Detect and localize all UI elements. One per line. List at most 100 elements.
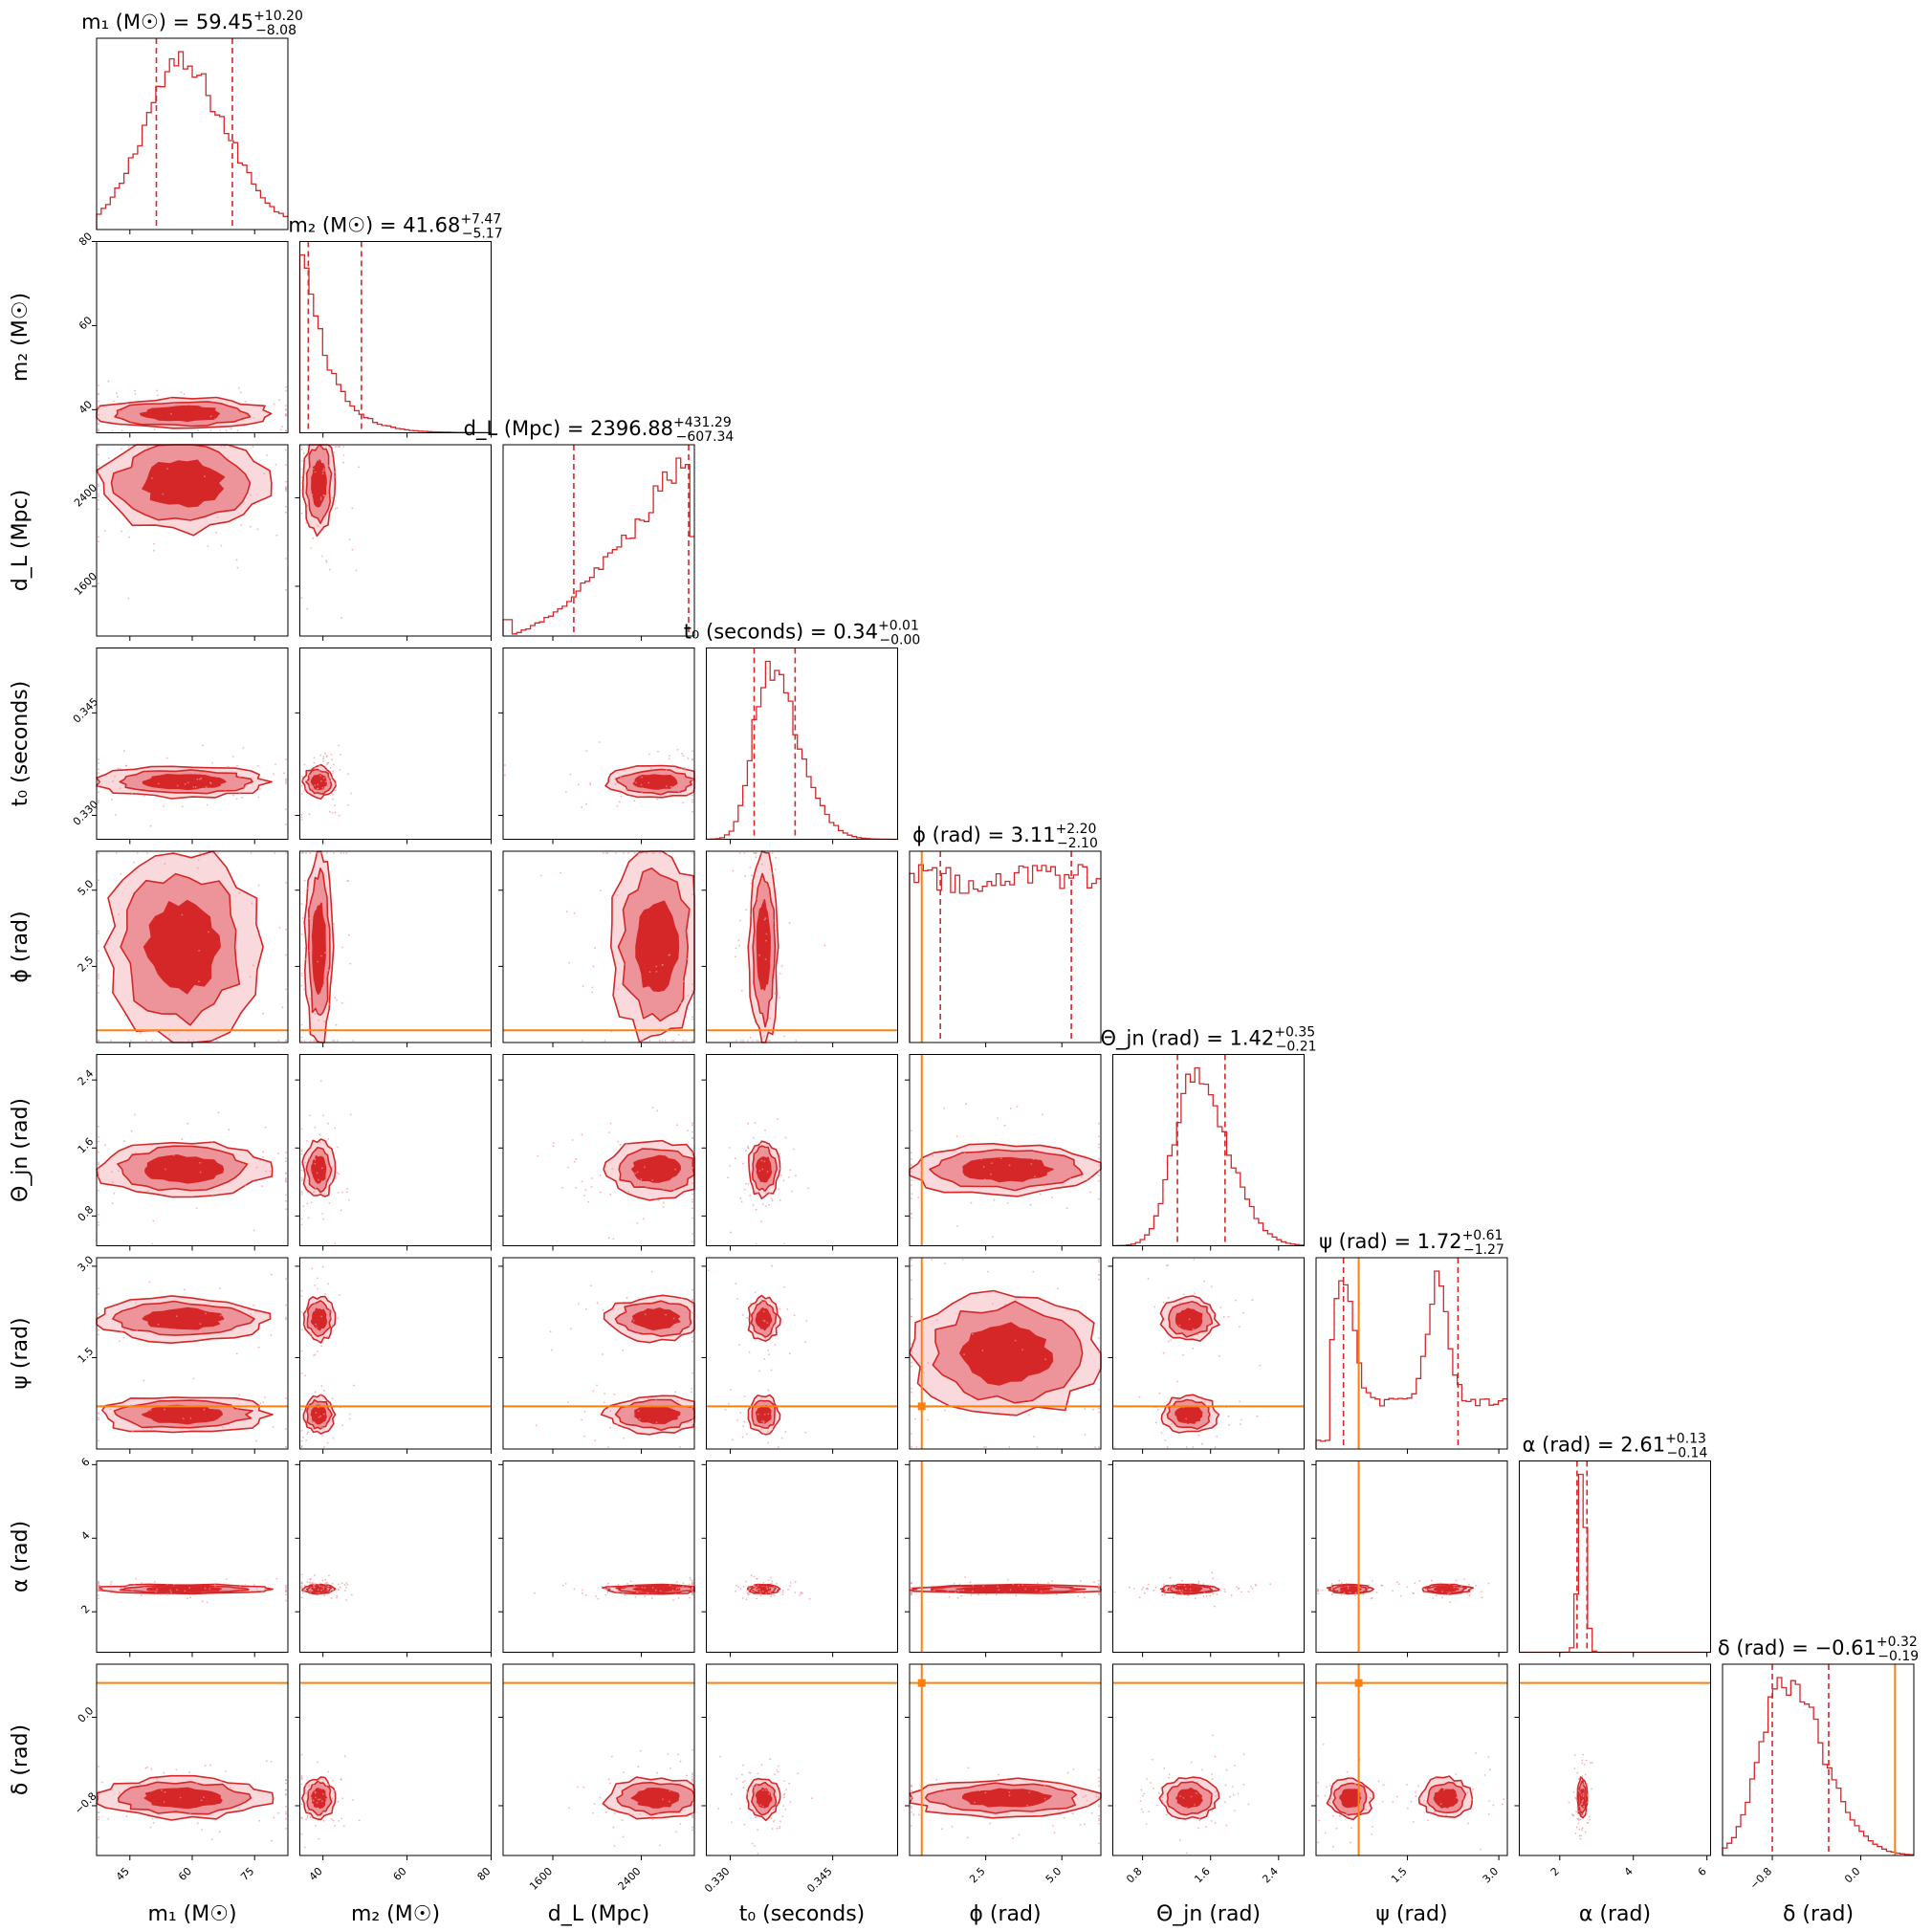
sample-point	[764, 1192, 767, 1195]
sample-point	[98, 1333, 99, 1336]
sample-point	[121, 530, 122, 533]
sample-point	[756, 1040, 757, 1042]
sample-point	[911, 1193, 913, 1195]
sample-point	[773, 1586, 776, 1588]
sample-point	[153, 1581, 156, 1583]
panel-frame	[299, 648, 492, 840]
sample-point	[306, 504, 309, 507]
sample-point	[1240, 1423, 1241, 1425]
sample-point	[285, 1428, 287, 1431]
panel-delta-vs-theta_jn	[1108, 1663, 1305, 1860]
sample-point	[1227, 1315, 1230, 1318]
sample-point	[1041, 1113, 1043, 1116]
sample-point	[659, 1590, 662, 1592]
sample-point	[300, 1777, 303, 1780]
sample-point	[672, 1040, 675, 1042]
sample-point	[692, 992, 693, 995]
sample-point	[326, 1335, 328, 1338]
sample-point	[663, 1201, 665, 1204]
sample-point	[308, 1581, 311, 1584]
sample-point	[651, 1107, 654, 1109]
sample-point	[616, 1423, 619, 1426]
hist-panel-dL: d_L (Mpc) = 2396.88+431.29 −607.34	[464, 415, 734, 641]
sample-point	[552, 1145, 555, 1148]
panel-background	[97, 1460, 288, 1653]
sample-point	[157, 394, 159, 397]
contour-level-3	[144, 1154, 225, 1184]
sample-point	[955, 1135, 958, 1137]
sample-point	[621, 1819, 624, 1822]
sample-point	[251, 902, 253, 905]
sample-point	[1347, 1815, 1349, 1818]
y-tick-label-m2: 80	[77, 230, 95, 248]
sample-point	[1572, 1790, 1575, 1793]
sample-point	[750, 1574, 753, 1577]
sample-point	[1574, 1833, 1577, 1834]
sample-point	[665, 785, 668, 787]
sample-point	[331, 1175, 334, 1177]
sample-point	[211, 852, 214, 854]
sample-point	[1350, 1827, 1352, 1830]
sample-point	[1370, 1797, 1372, 1800]
y-axis-label-psi: ψ (rad)	[9, 1317, 33, 1389]
sample-point	[309, 852, 312, 854]
sample-point	[300, 489, 303, 492]
sample-point	[344, 1590, 346, 1592]
sample-point	[991, 1162, 993, 1164]
sample-point	[782, 1179, 785, 1182]
sample-point	[98, 1590, 99, 1592]
sample-point	[750, 1771, 752, 1774]
sample-point	[1215, 1790, 1218, 1793]
sample-point	[1098, 1350, 1100, 1353]
sample-point	[732, 1438, 734, 1441]
sample-point	[308, 1590, 311, 1592]
sample-point	[323, 468, 325, 470]
title-err-plus: +10.20	[253, 9, 303, 24]
sample-point	[944, 1409, 946, 1412]
sample-point	[604, 1593, 607, 1596]
sample-point	[300, 819, 303, 821]
x-axis-label-m1: m₁ (M☉)	[147, 1902, 236, 1926]
sample-point	[1170, 1339, 1172, 1342]
sample-point	[1098, 1593, 1100, 1595]
sample-point	[1176, 1380, 1178, 1383]
sample-point	[582, 1040, 583, 1042]
sample-point	[1322, 1744, 1325, 1745]
sample-point	[746, 1592, 749, 1594]
sample-point	[205, 907, 208, 910]
sample-point	[761, 1805, 764, 1808]
sample-point	[800, 1592, 802, 1595]
sample-point	[264, 1170, 267, 1173]
sample-point	[755, 856, 757, 859]
sample-point	[692, 1773, 693, 1776]
sample-point	[1181, 1590, 1184, 1592]
sample-point	[743, 1395, 746, 1397]
sample-point	[285, 1160, 287, 1163]
sample-point	[322, 494, 325, 496]
sample-point	[1239, 1400, 1241, 1403]
sample-point	[1317, 1592, 1319, 1595]
sample-point	[681, 752, 684, 755]
sample-point	[314, 1791, 317, 1794]
sample-point	[768, 1203, 770, 1206]
sample-point	[691, 1388, 693, 1390]
sample-point	[312, 1427, 314, 1430]
sample-point	[1086, 1799, 1088, 1802]
sample-point	[967, 1767, 970, 1769]
sample-point	[1150, 1782, 1152, 1784]
sample-point	[658, 1040, 661, 1042]
sample-point	[767, 1040, 769, 1042]
sample-point	[759, 1594, 762, 1597]
sample-point	[692, 1814, 693, 1817]
sample-point	[1028, 1791, 1031, 1793]
sample-point	[140, 1032, 142, 1034]
sample-point	[273, 403, 275, 406]
sample-point	[197, 859, 200, 861]
sample-point	[606, 852, 609, 854]
sample-point	[539, 874, 542, 877]
sample-point	[777, 1118, 779, 1121]
sample-point	[1160, 1432, 1163, 1434]
sample-point	[309, 998, 311, 1000]
sample-point	[310, 1815, 313, 1817]
sample-point	[236, 566, 239, 569]
